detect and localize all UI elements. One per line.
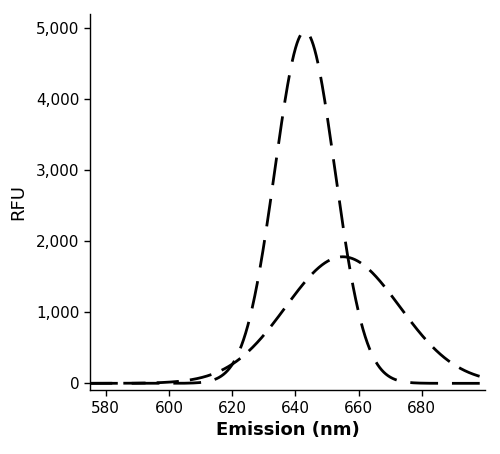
Y-axis label: RFU: RFU (10, 184, 28, 220)
X-axis label: Emission (nm): Emission (nm) (216, 421, 360, 439)
